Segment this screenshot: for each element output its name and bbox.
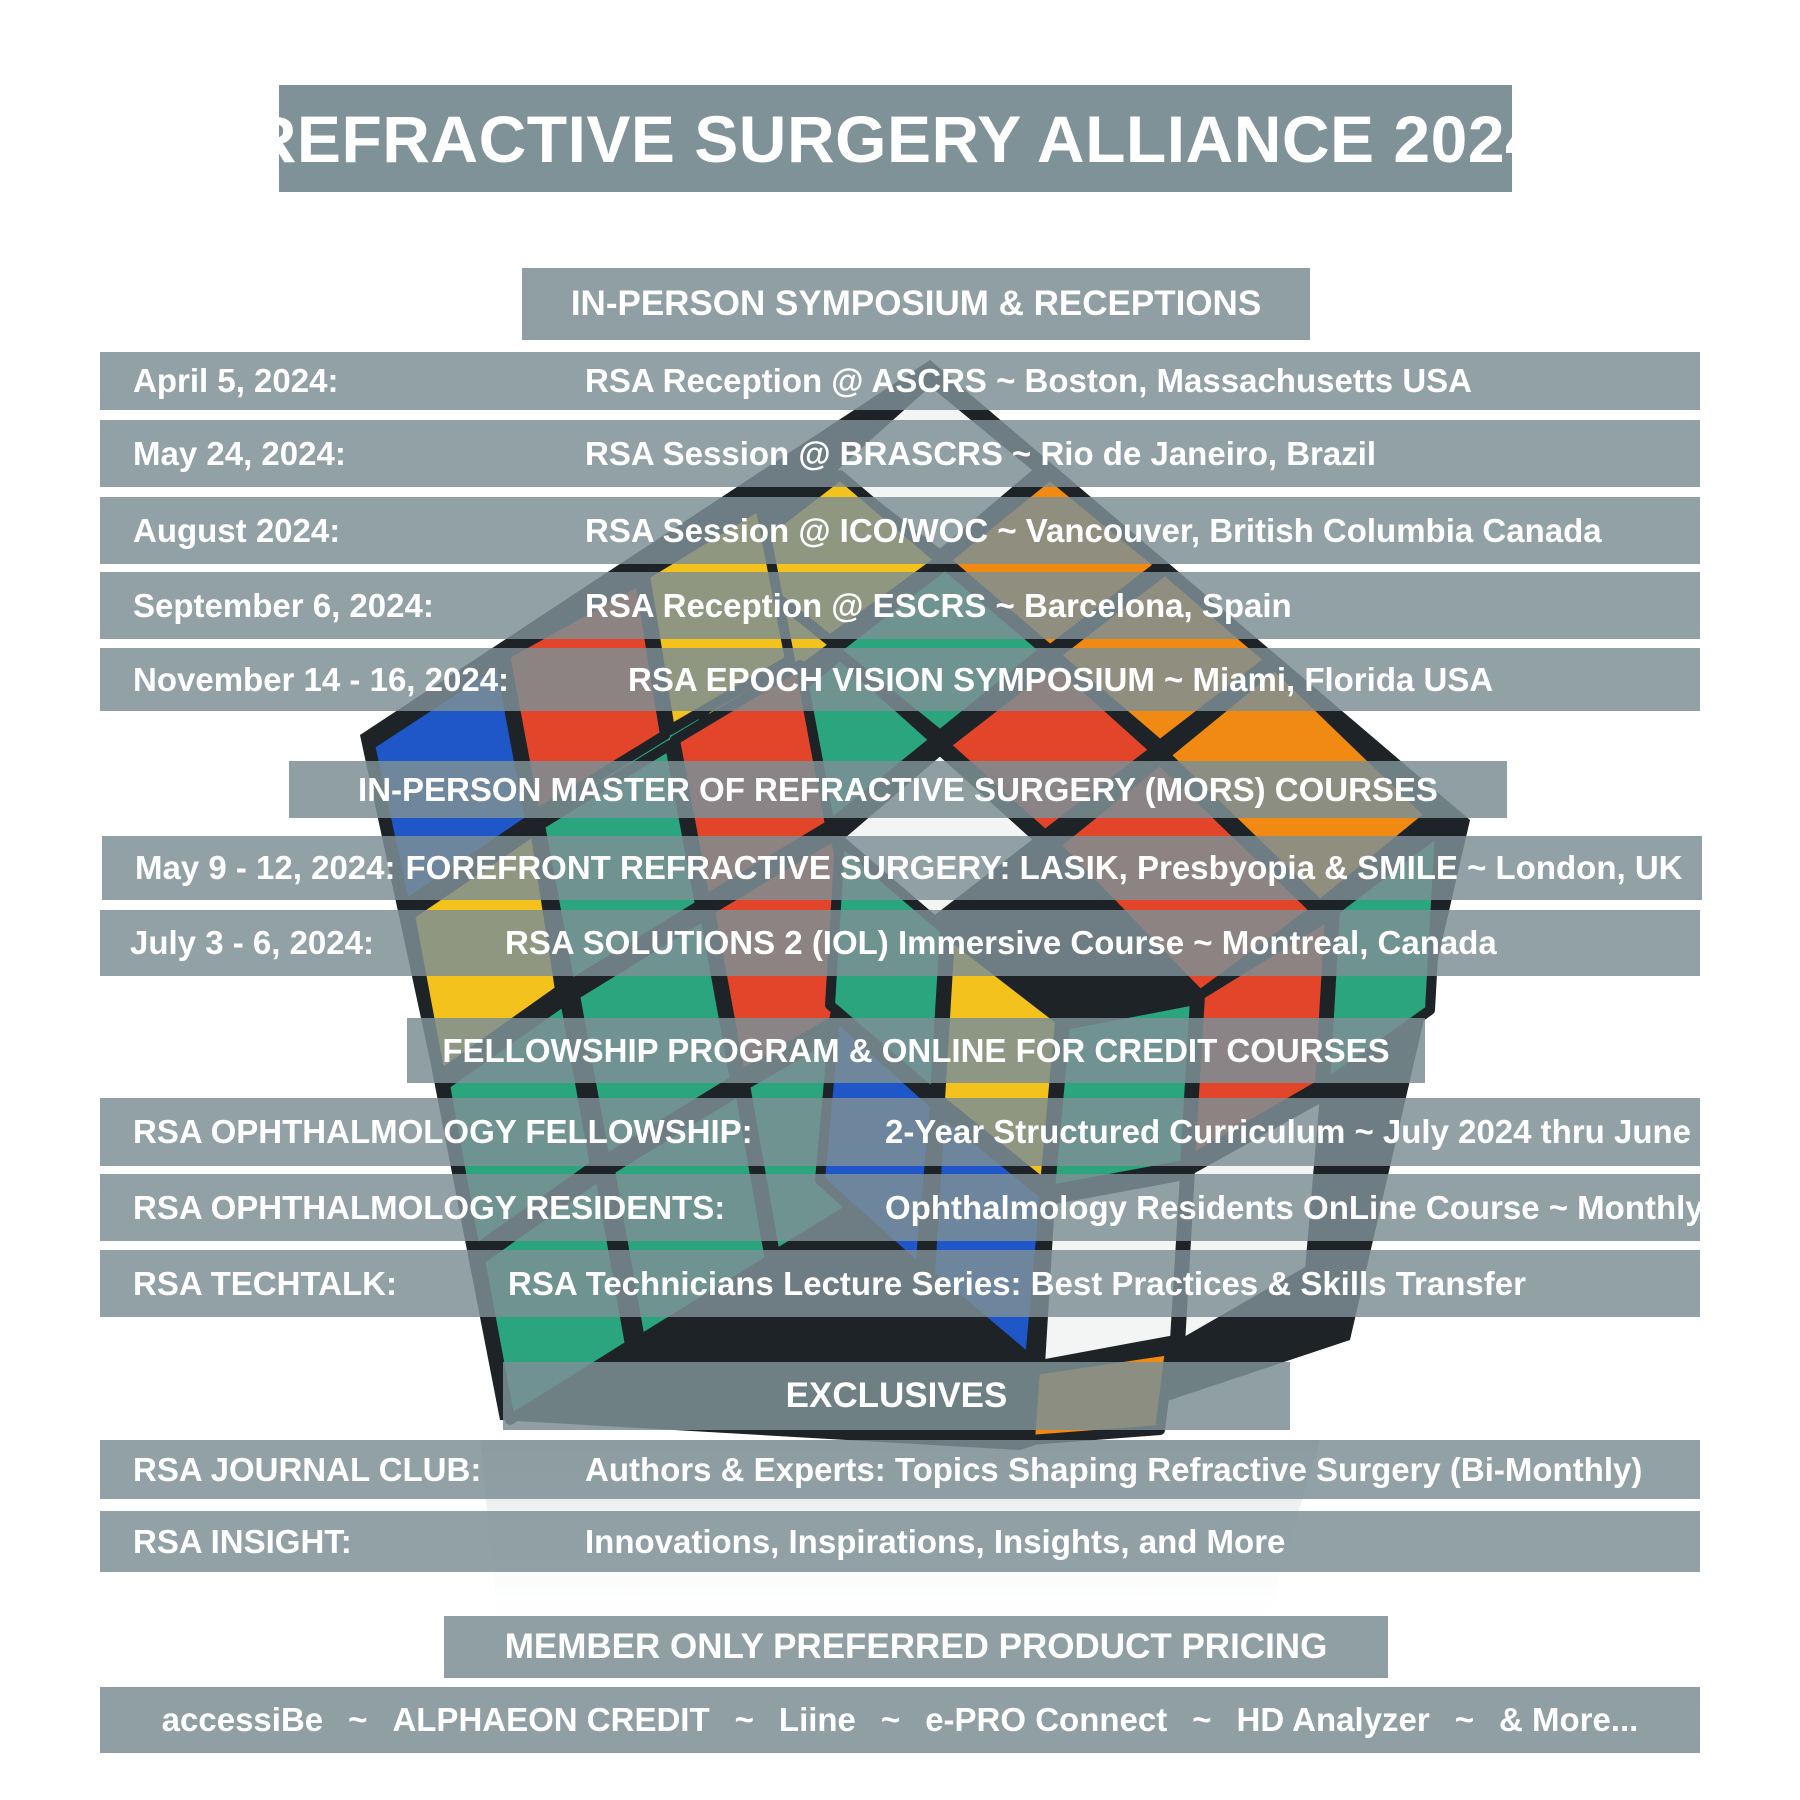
program-name: RSA OPHTHALMOLOGY FELLOWSHIP: [133,1113,753,1150]
list-item: August 2024: RSA Session @ ICO/WOC ~ Van… [100,497,1700,564]
section-header-pricing: MEMBER ONLY PREFERRED PRODUCT PRICING [444,1616,1388,1678]
list-item: July 3 - 6, 2024: RSA SOLUTIONS 2 (IOL) … [100,910,1700,976]
section-header-exclusives: EXCLUSIVES [503,1362,1290,1430]
section-header-symposium: IN-PERSON SYMPOSIUM & RECEPTIONS [522,268,1310,340]
list-item: RSA TECHTALK: RSA Technicians Lecture Se… [100,1250,1700,1317]
exclusive-name: RSA JOURNAL CLUB: [133,1450,482,1488]
course-text: FOREFRONT REFRACTIVE SURGERY: LASIK, Pre… [405,849,1683,886]
sponsor-list: accessiBe ~ ALPHAEON CREDIT ~ Liine ~ e-… [100,1687,1700,1753]
list-item: May 24, 2024: RSA Session @ BRASCRS ~ Ri… [100,420,1700,487]
event-text: RSA Session @ ICO/WOC ~ Vancouver, Briti… [585,511,1602,549]
event-text: RSA Reception @ ASCRS ~ Boston, Massachu… [585,362,1472,399]
event-date: November 14 - 16, 2024: [133,660,510,698]
event-date: September 6, 2024: [133,586,434,624]
event-date: August 2024: [133,511,341,549]
sponsor-item: ALPHAEON CREDIT [392,1701,710,1738]
separator: ~ [1454,1701,1474,1738]
list-item: RSA JOURNAL CLUB: Authors & Experts: Top… [100,1440,1700,1499]
list-item: RSA INSIGHT: Innovations, Inspirations, … [100,1511,1700,1572]
sponsor-item: e-PRO Connect [925,1701,1168,1738]
event-text: RSA Session @ BRASCRS ~ Rio de Janeiro, … [585,434,1377,472]
list-item: September 6, 2024: RSA Reception @ ESCRS… [100,572,1700,639]
sponsor-item: accessiBe [161,1701,324,1738]
program-text: 2-Year Structured Curriculum ~ July 2024… [885,1113,1700,1150]
list-item: RSA OPHTHALMOLOGY FELLOWSHIP: 2-Year Str… [100,1098,1700,1166]
program-text: RSA Technicians Lecture Series: Best Pra… [508,1264,1526,1302]
list-item: April 5, 2024: RSA Reception @ ASCRS ~ B… [100,352,1700,410]
list-item: November 14 - 16, 2024: RSA EPOCH VISION… [100,648,1700,711]
section-header-fellowship: FELLOWSHIP PROGRAM & ONLINE FOR CREDIT C… [407,1018,1425,1083]
separator: ~ [880,1701,901,1738]
exclusive-text: Innovations, Inspirations, Insights, and… [585,1522,1286,1560]
page-title: REFRACTIVE SURGERY ALLIANCE 2024 [249,85,1542,192]
program-name: RSA TECHTALK: [133,1264,397,1302]
exclusive-text: Authors & Experts: Topics Shaping Refrac… [585,1450,1643,1488]
event-date: May 24, 2024: [133,434,346,472]
list-item: RSA OPHTHALMOLOGY RESIDENTS: Ophthalmolo… [100,1174,1700,1241]
course-date: July 3 - 6, 2024: [130,924,374,961]
program-name: RSA OPHTHALMOLOGY RESIDENTS: [133,1188,726,1226]
program-text: Ophthalmology Residents OnLine Course ~ … [885,1188,1700,1226]
course-text: RSA SOLUTIONS 2 (IOL) Immersive Course ~… [505,924,1497,961]
separator: ~ [734,1701,754,1738]
event-text: RSA EPOCH VISION SYMPOSIUM ~ Miami, Flor… [628,660,1494,698]
event-text: RSA Reception @ ESCRS ~ Barcelona, Spain [585,586,1292,624]
course-date: May 9 - 12, 2024: [135,849,396,886]
separator: ~ [348,1701,368,1738]
event-date: April 5, 2024: [133,362,339,399]
sponsor-item: & More... [1498,1701,1639,1738]
section-header-mors: IN-PERSON MASTER OF REFRACTIVE SURGERY (… [289,761,1507,818]
separator: ~ [1192,1701,1212,1738]
exclusive-name: RSA INSIGHT: [133,1522,352,1560]
list-item: May 9 - 12, 2024: FOREFRONT REFRACTIVE S… [102,836,1702,900]
sponsor-item: Liine [778,1701,856,1738]
sponsor-item: HD Analyzer [1236,1701,1430,1738]
